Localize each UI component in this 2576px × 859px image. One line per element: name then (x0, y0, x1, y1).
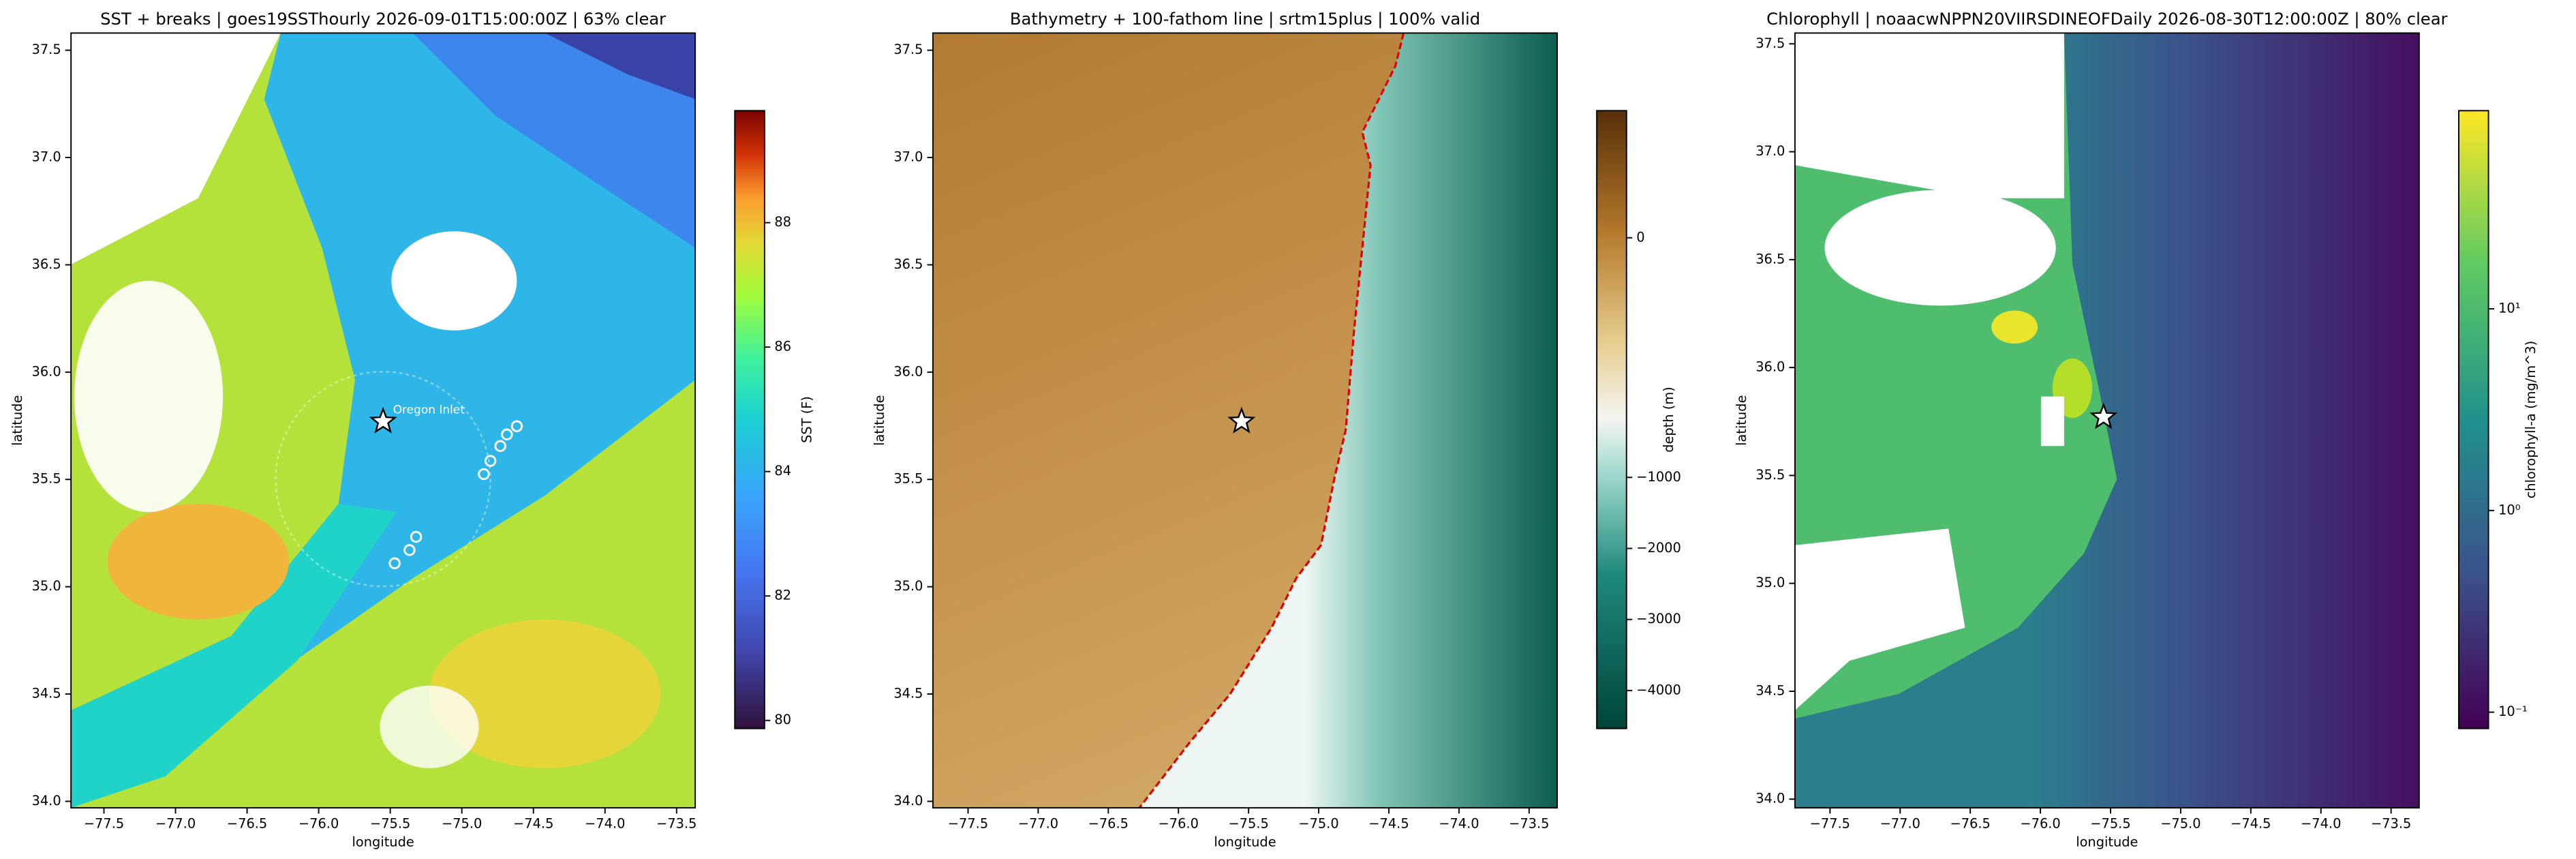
x-tick-label: −77.0 (1880, 816, 1920, 832)
y-axis-label: latitude (10, 395, 25, 446)
colorbar-tick-label: 82 (774, 588, 791, 603)
y-tick-label: 35.0 (1755, 575, 1785, 590)
x-tick-label: −75.0 (2160, 816, 2201, 832)
x-tick-label: −73.5 (656, 816, 696, 832)
x-tick-label: −76.5 (227, 816, 267, 832)
y-tick-label: 35.5 (1755, 467, 1785, 483)
x-tick-label: −75.5 (2090, 816, 2130, 832)
annotation: Oregon Inlet (393, 402, 465, 416)
site-marker (1227, 406, 1256, 434)
y-tick-label: 37.0 (32, 149, 61, 165)
x-tick-label: −77.0 (1018, 816, 1058, 832)
y-tick-label: 34.5 (893, 686, 923, 702)
y-tick-label: 34.0 (893, 793, 923, 809)
colorbar-tick-label: 84 (774, 463, 791, 479)
chlorophyll-image (1794, 33, 2419, 808)
y-tick-label: 36.5 (893, 256, 923, 272)
site-marker (369, 406, 397, 434)
y-axis-label: latitude (1734, 395, 1749, 446)
colorbar-tick-label: 80 (774, 712, 791, 727)
x-tick-label: −73.5 (1509, 816, 1549, 832)
y-tick-label: 37.0 (893, 149, 923, 165)
colorbar-tick-label: −4000 (1636, 682, 1681, 697)
x-tick-label: −75.5 (370, 816, 410, 832)
colorbar (1596, 110, 1627, 729)
x-tick-label: −77.0 (155, 816, 196, 832)
y-tick-label: 35.0 (893, 578, 923, 594)
x-tick-label: −73.5 (2371, 816, 2411, 832)
colorbar-tick-label: 88 (774, 214, 791, 230)
colorbar-label: depth (m) (1661, 387, 1676, 453)
x-tick-label: −74.5 (513, 816, 553, 832)
x-tick-label: −74.0 (1439, 816, 1479, 832)
x-tick-label: −74.0 (2301, 816, 2341, 832)
y-tick-label: 35.0 (32, 578, 61, 594)
y-tick-label: 34.5 (1755, 682, 1785, 698)
colorbar (2457, 110, 2489, 729)
axes-frame (70, 32, 696, 809)
y-tick-label: 37.0 (1755, 143, 1785, 159)
x-tick-label: −76.5 (1950, 816, 1990, 832)
y-tick-label: 37.5 (893, 42, 923, 57)
chart-title: Chlorophyll | noaacwNPPN20VIIRSDINEOFDai… (1766, 10, 2447, 29)
y-tick-label: 36.0 (32, 363, 61, 379)
x-axis-label: longitude (1214, 834, 1276, 849)
y-tick-label: 35.5 (32, 471, 61, 487)
chart-title: Bathymetry + 100-fathom line | srtm15plu… (1010, 10, 1480, 29)
x-tick-label: −76.5 (1088, 816, 1129, 832)
colorbar-tick-label: 10⁰ (2498, 502, 2521, 517)
x-tick-label: −77.5 (948, 816, 988, 832)
y-tick-label: 36.0 (1755, 359, 1785, 375)
colorbar-label: chlorophyll-a (mg/m^3) (2523, 341, 2539, 499)
x-axis-label: longitude (352, 834, 414, 849)
colorbar-tick-label: −3000 (1636, 611, 1681, 627)
x-tick-label: −74.0 (585, 816, 625, 832)
colorbar-tick-label: −2000 (1636, 540, 1681, 556)
axes-frame (1794, 32, 2420, 809)
y-tick-label: 36.5 (1755, 251, 1785, 267)
x-tick-label: −76.0 (1159, 816, 1199, 832)
y-tick-label: 34.0 (1755, 791, 1785, 807)
x-tick-label: −75.0 (1298, 816, 1338, 832)
colorbar-tick-label: 10⁻¹ (2498, 704, 2528, 719)
colorbar-tick-label: −1000 (1636, 469, 1681, 485)
x-tick-label: −76.0 (298, 816, 339, 832)
colorbar (734, 110, 765, 729)
bathymetry-image (933, 33, 1557, 808)
x-axis-label: longitude (2076, 834, 2138, 849)
chart-title: SST + breaks | goes19SSThourly 2026-09-0… (100, 10, 666, 29)
x-tick-label: −74.5 (2230, 816, 2271, 832)
x-tick-label: −77.5 (1810, 816, 1850, 832)
x-tick-label: −75.5 (1228, 816, 1268, 832)
x-tick-label: −75.0 (442, 816, 482, 832)
y-tick-label: 34.0 (32, 793, 61, 809)
x-tick-label: −74.5 (1368, 816, 1409, 832)
colorbar-tick-label: 86 (774, 339, 791, 355)
y-tick-label: 36.5 (32, 256, 61, 272)
sst-image (71, 33, 696, 808)
colorbar-label: SST (F) (799, 396, 814, 443)
y-tick-label: 35.5 (893, 471, 923, 487)
axes-frame (932, 32, 1558, 809)
y-axis-label: latitude (872, 395, 887, 446)
site-marker (2089, 402, 2118, 430)
colorbar-tick-label: 0 (1636, 229, 1644, 245)
y-tick-label: 36.0 (893, 363, 923, 379)
y-tick-label: 37.5 (32, 42, 61, 57)
colorbar-tick-label: 10¹ (2498, 300, 2520, 316)
x-tick-label: −76.0 (2020, 816, 2060, 832)
y-tick-label: 37.5 (1755, 35, 1785, 51)
y-tick-label: 34.5 (32, 686, 61, 702)
x-tick-label: −77.5 (84, 816, 124, 832)
